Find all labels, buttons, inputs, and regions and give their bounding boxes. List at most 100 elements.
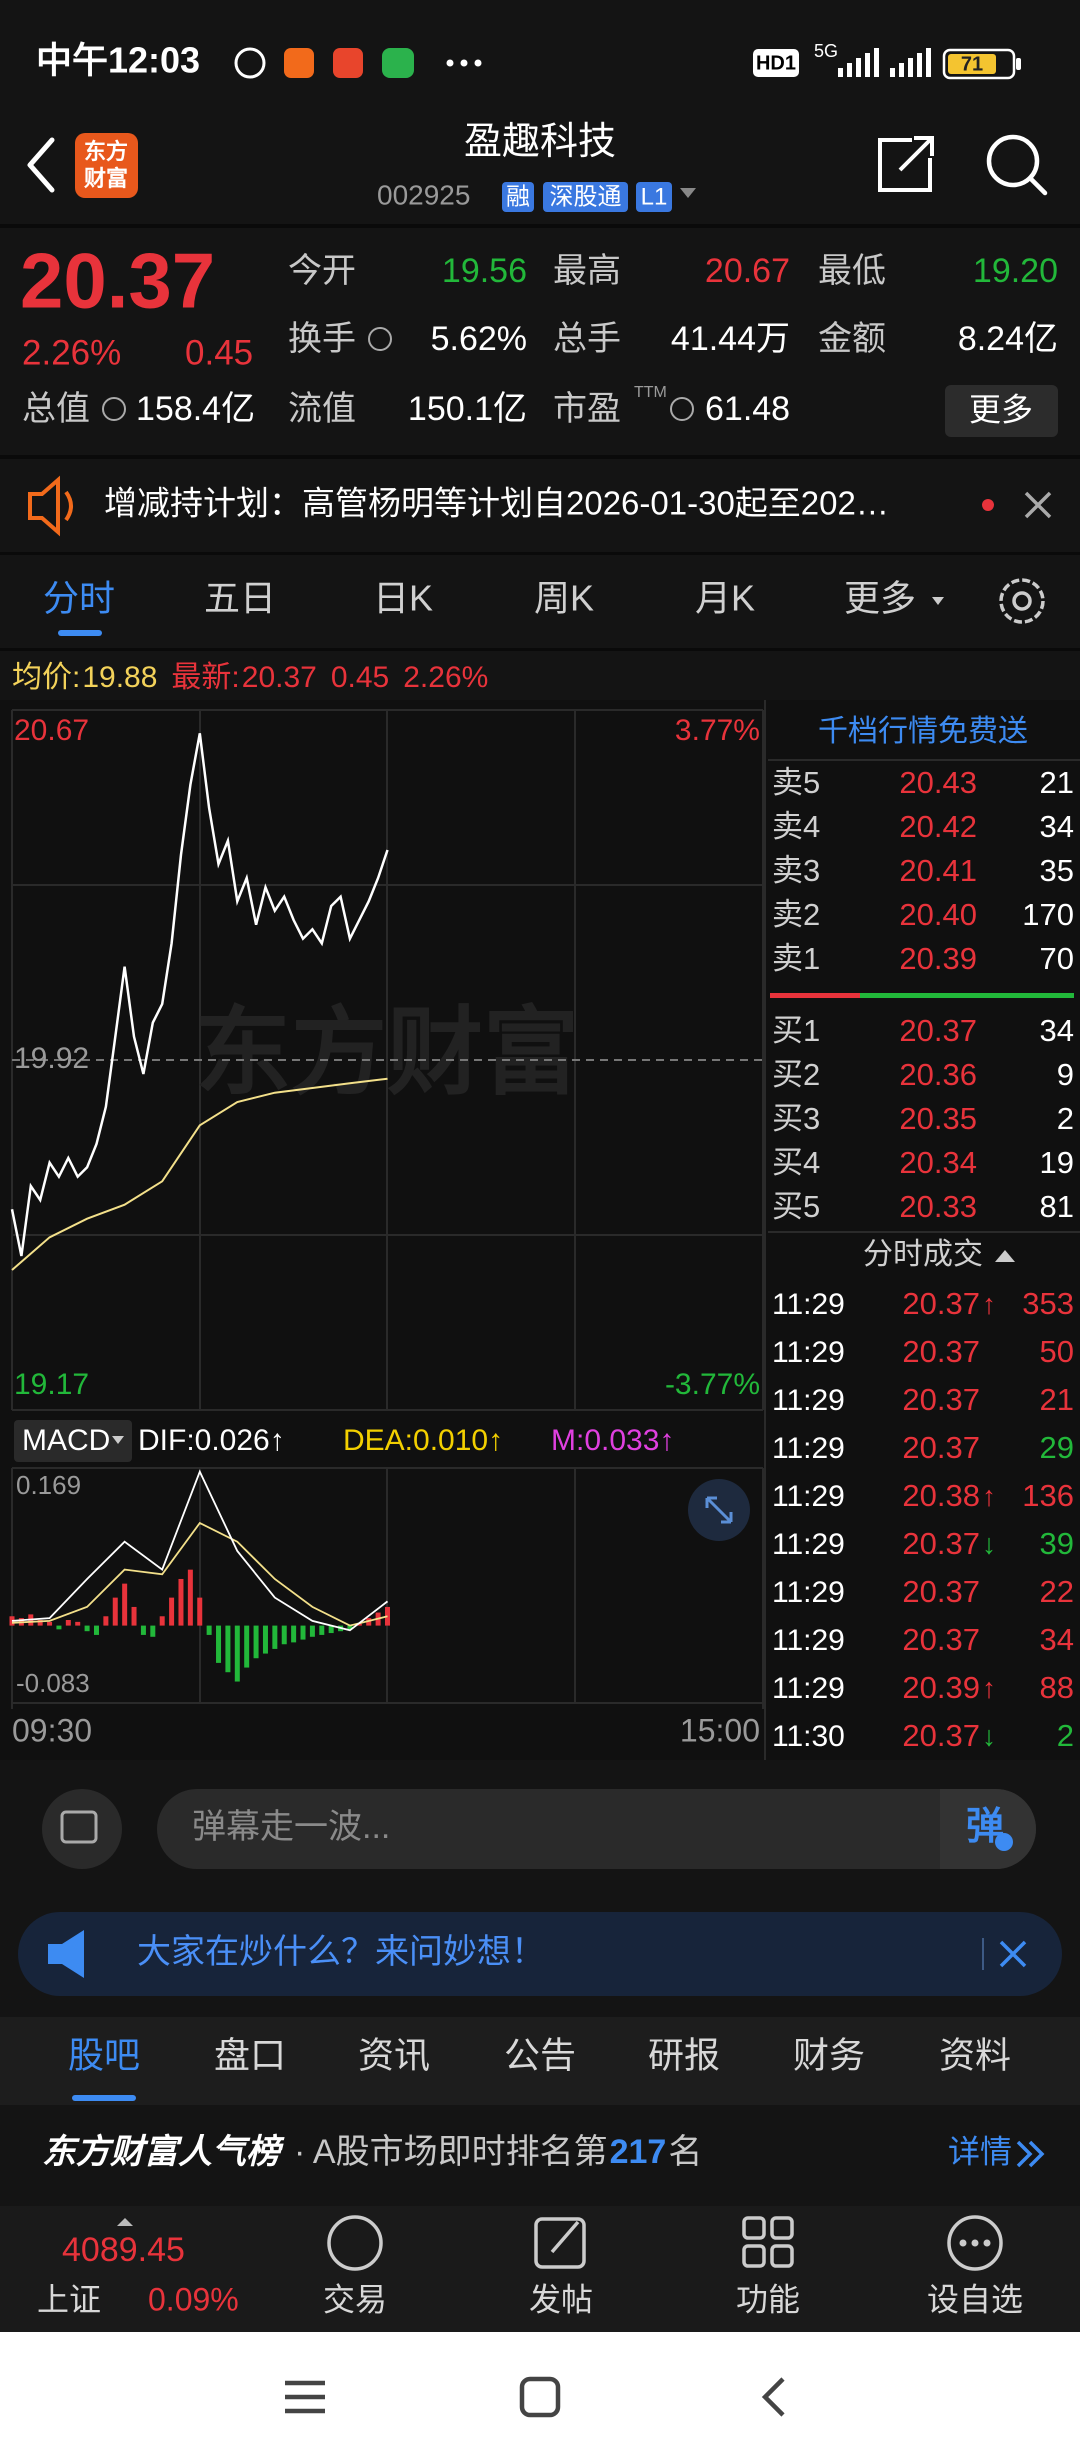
nav-item[interactable]: 发帖 (529, 2281, 593, 2317)
notice-text[interactable]: 增减持计划：高管杨明等计划自2026-01-30起至202… (104, 485, 889, 522)
book-volume: 21 (1040, 765, 1074, 800)
search-button[interactable] (986, 134, 1048, 196)
close-notice[interactable] (1024, 491, 1052, 519)
macd-bar (122, 1583, 128, 1626)
macd-bar (159, 1616, 165, 1626)
macd-bar (300, 1625, 306, 1640)
collapse-icon[interactable] (995, 1250, 1015, 1262)
trade-price: 20.38 (902, 1478, 980, 1513)
change-percent: 2.26% (22, 333, 121, 372)
tab[interactable]: 月K (695, 578, 755, 619)
megaphone-icon (48, 1930, 84, 1978)
stat-value: 19.20 (973, 252, 1058, 290)
book-label: 卖5 (772, 765, 820, 800)
macd-bar (281, 1625, 287, 1645)
trade-volume: 88 (1040, 1670, 1074, 1705)
back-system-button[interactable] (761, 2377, 785, 2417)
stat-value: 61.48 (705, 390, 790, 428)
section-tab[interactable]: 公告 (504, 2035, 576, 2076)
chart-frame (11, 700, 1080, 1760)
tab[interactable]: 五日 (204, 578, 276, 619)
macd-bar (65, 1620, 71, 1626)
comment-input[interactable] (157, 1789, 1036, 1869)
trades-title[interactable]: 分时成交 (863, 1238, 983, 1271)
summary-text: 均价: (12, 661, 80, 694)
trade-direction: ↓ (982, 1528, 996, 1559)
macd-bar (356, 1623, 362, 1626)
ai-banner[interactable] (18, 1912, 1062, 1996)
summary-text: 0.45 (331, 661, 389, 694)
share-button[interactable] (878, 136, 934, 192)
summary-text: 19.88 (82, 661, 157, 694)
rank-text: · A股市场即时排名第 (294, 2133, 608, 2171)
book-volume: 34 (1040, 1013, 1074, 1048)
danmaku-label[interactable]: 弹 (966, 1806, 1004, 1848)
section-tab[interactable]: 资讯 (358, 2035, 430, 2076)
hd-label: HD1 (756, 52, 796, 74)
tab[interactable]: 更多 (844, 578, 916, 619)
banner-text[interactable]: 大家在炒什么？来问妙想！ (137, 1933, 545, 1971)
trade-price: 20.37 (902, 1622, 980, 1657)
bid-ask-bar-red (770, 993, 860, 998)
macd-bar (253, 1625, 259, 1659)
logo-text: 东方 (84, 139, 128, 164)
tab-indicator (58, 630, 102, 636)
book-price: 20.34 (899, 1145, 977, 1180)
trade-direction: ↑ (982, 1288, 996, 1319)
stat-value: 41.44万 (671, 320, 790, 358)
divider (0, 552, 1080, 555)
nav-item[interactable]: 功能 (736, 2281, 800, 2317)
back-button[interactable] (27, 137, 55, 193)
dropdown-icon[interactable] (932, 597, 944, 605)
danmaku-button[interactable] (940, 1789, 1036, 1869)
indicator-name[interactable]: MACD (22, 1424, 110, 1457)
close-banner[interactable] (999, 1940, 1027, 1968)
indicator-selector[interactable] (14, 1420, 132, 1462)
tag-badge (502, 182, 534, 212)
book-label: 买2 (772, 1057, 820, 1092)
index-name: 上证 (37, 2281, 101, 2317)
order-book-title[interactable]: 千档行情免费送 (818, 715, 1028, 748)
dropdown-icon[interactable] (680, 188, 696, 198)
dropdown-icon[interactable] (112, 1436, 124, 1444)
chevron-icon (1016, 2140, 1045, 2168)
status-time: 中午12:03 (36, 40, 200, 81)
section-tab[interactable]: 财务 (793, 2035, 865, 2076)
section-tab[interactable]: 资料 (939, 2035, 1011, 2076)
macd-bar (56, 1625, 62, 1630)
home-button[interactable] (519, 2376, 561, 2418)
nav-item[interactable]: 设自选 (927, 2281, 1023, 2317)
tab[interactable]: 日K (373, 578, 433, 619)
dea-label: DEA:0.010↑ (343, 1424, 503, 1457)
rank-link[interactable]: 详情 (948, 2133, 1012, 2169)
index-value[interactable]: 4089.45 (62, 2231, 185, 2269)
more-button[interactable] (945, 385, 1058, 437)
section-tab[interactable]: 盘口 (214, 2035, 286, 2076)
trade-price: 20.39 (902, 1670, 980, 1705)
section-tab[interactable]: 研报 (648, 2035, 720, 2076)
trade-volume: 29 (1040, 1430, 1074, 1465)
more-label[interactable]: 更多 (969, 391, 1033, 427)
expand-icon (705, 1496, 733, 1524)
stock-name: 盈趣科技 (464, 121, 616, 163)
nav-item[interactable]: 交易 (323, 2281, 387, 2317)
hd-badge (753, 49, 799, 77)
settings-button[interactable] (999, 578, 1045, 624)
tab[interactable]: 分时 (43, 578, 115, 619)
wechat-icon (382, 48, 414, 78)
system-nav-background (0, 2332, 1080, 2460)
section-tab[interactable]: 股吧 (68, 2035, 140, 2076)
book-volume: 170 (1022, 897, 1074, 932)
book-volume: 34 (1040, 809, 1074, 844)
percent-label: 3.77% (675, 714, 760, 747)
status-icons (234, 47, 1021, 80)
menu-button[interactable] (285, 2380, 325, 2414)
comment-settings-button[interactable] (42, 1789, 122, 1869)
macd-bar (47, 1621, 53, 1626)
trade-volume: 39 (1040, 1526, 1074, 1561)
book-price: 20.40 (899, 897, 977, 932)
comment-placeholder[interactable]: 弹幕走一波... (192, 1808, 390, 1846)
tab[interactable]: 周K (534, 578, 594, 619)
book-label: 买1 (772, 1013, 820, 1048)
book-price: 20.42 (899, 809, 977, 844)
